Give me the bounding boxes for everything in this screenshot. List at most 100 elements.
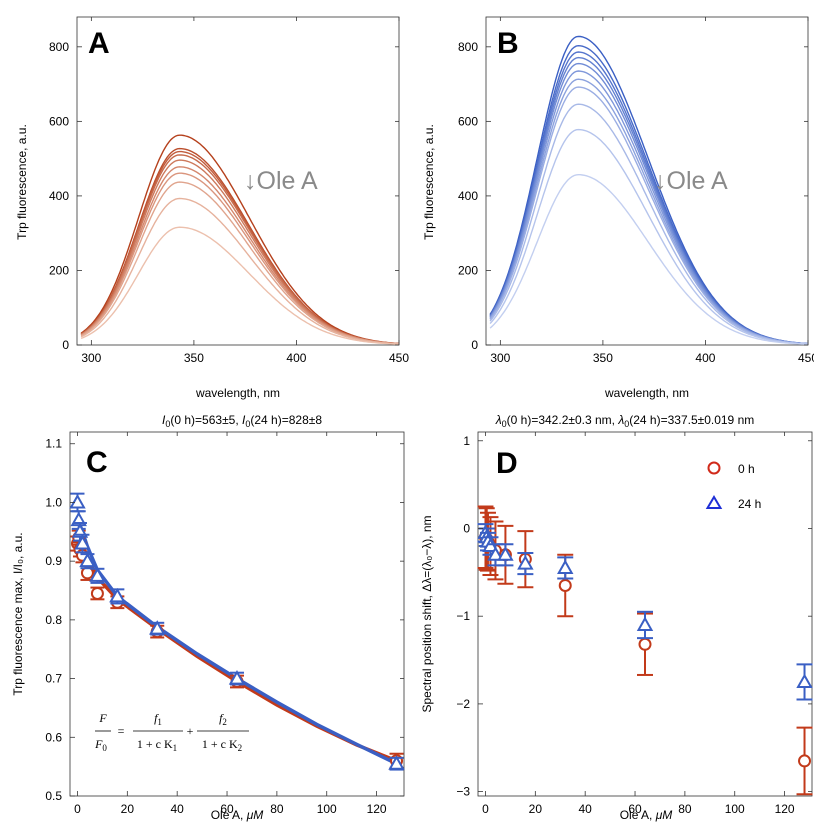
panel-d-subtitle-sub1: 0 bbox=[502, 419, 507, 429]
formula-t2-num-main: f bbox=[219, 711, 224, 725]
y-tick-label: 600 bbox=[49, 114, 69, 128]
x-tick-label: 0 bbox=[74, 802, 81, 816]
formula-t1-num-sub: 1 bbox=[157, 717, 162, 727]
x-tick-label: 20 bbox=[529, 802, 543, 816]
panel-c-xlabel-unit: μM bbox=[246, 808, 264, 822]
formula-t2-num-sub: 2 bbox=[222, 717, 227, 727]
fit-curve bbox=[75, 516, 398, 766]
formula-t1-den-sub: 1 bbox=[173, 743, 178, 753]
panel-c-letter: C bbox=[86, 446, 108, 479]
y-tick-label: 1.1 bbox=[45, 437, 62, 451]
formula-t1-num: f1 bbox=[154, 711, 162, 727]
y-tick-label: 0 bbox=[62, 338, 69, 352]
x-tick-label: 400 bbox=[286, 351, 306, 365]
x-tick-label: 40 bbox=[170, 802, 184, 816]
legend-circle-marker bbox=[707, 461, 721, 475]
panel-d-points bbox=[477, 505, 813, 796]
point-24h bbox=[517, 555, 534, 570]
panel-b-ylabel: Trp fluorescence, a.u. bbox=[422, 124, 436, 240]
y-tick-label: 800 bbox=[458, 40, 478, 54]
point-0h bbox=[638, 637, 652, 651]
y-tick-label: 800 bbox=[49, 40, 69, 54]
x-tick-label: 120 bbox=[775, 802, 795, 816]
y-tick-label: −3 bbox=[456, 785, 470, 799]
y-tick-label: 0 bbox=[463, 521, 470, 535]
y-tick-label: 0.5 bbox=[45, 789, 62, 803]
panel-b-xlabel: wavelength, nm bbox=[604, 386, 689, 400]
spectrum-curve bbox=[489, 103, 809, 345]
panel-a-curves bbox=[80, 134, 400, 345]
point-0h bbox=[558, 578, 572, 592]
x-tick-label: 100 bbox=[725, 802, 745, 816]
x-tick-label: 80 bbox=[678, 802, 692, 816]
y-tick-label: −2 bbox=[456, 697, 470, 711]
x-tick-label: 400 bbox=[695, 351, 715, 365]
x-tick-label: 300 bbox=[81, 351, 101, 365]
y-tick-label: 400 bbox=[49, 189, 69, 203]
point-24h bbox=[497, 546, 514, 561]
panel-d-subtitle-sub2: 0 bbox=[624, 419, 629, 429]
x-tick-label: 20 bbox=[121, 802, 135, 816]
y-tick-label: 200 bbox=[49, 263, 69, 277]
point-24h bbox=[89, 567, 106, 582]
y-tick-label: 600 bbox=[458, 114, 478, 128]
formula-t1-num-main: f bbox=[154, 711, 159, 725]
panel-d-ylabel: Spectral position shift, Δλ=(λ₀−λ), nm bbox=[420, 515, 434, 712]
point-24h bbox=[79, 552, 96, 568]
panel-c-xlabel-main: Ole A, bbox=[211, 808, 247, 822]
panel-d-subtitle-t2: (24 h)=337.5±0.019 nm bbox=[629, 413, 754, 427]
x-tick-label: 60 bbox=[628, 802, 642, 816]
x-tick-label: 450 bbox=[389, 351, 409, 365]
x-tick-label: 450 bbox=[798, 351, 814, 365]
panel-c-subtitle-sub2: 0 bbox=[245, 419, 250, 429]
panel-d-subtitle-l2: λ bbox=[617, 413, 624, 427]
panel-d-letter: D bbox=[496, 447, 518, 480]
panel-d-legend: 0 h 24 h bbox=[705, 461, 761, 511]
point-24h bbox=[636, 616, 654, 631]
panel-c-subtitle-t2: (24 h)=828±8 bbox=[250, 413, 322, 427]
panel-d-subtitle-l1: λ bbox=[495, 413, 502, 427]
panel-d-subtitle-t1: (0 h)=342.2±0.3 nm, bbox=[507, 413, 619, 427]
point-24h bbox=[109, 587, 126, 603]
panel-d-xlabel-unit: μM bbox=[655, 808, 673, 822]
panel-c-xlabel: Ole A, μM bbox=[211, 808, 264, 822]
panel-b: 300 350 400 450 0 200 400 600 800 B ↓Ole A wavel… bbox=[422, 16, 814, 400]
formula-equals: = bbox=[118, 724, 125, 738]
point-24h bbox=[149, 620, 166, 635]
panel-c-formula: F F0 = f1 1 + c K1 + f2 1 + c K2 bbox=[94, 711, 249, 753]
panel-b-curves bbox=[489, 35, 809, 345]
panel-d-xlabel: Ole A, μM bbox=[620, 808, 673, 822]
panel-c-fits bbox=[75, 516, 398, 766]
panel-c-subtitle-i2: I bbox=[242, 413, 246, 427]
spectrum-curve bbox=[489, 128, 809, 345]
x-tick-label: 300 bbox=[490, 351, 510, 365]
panel-b-frame bbox=[485, 16, 809, 346]
panel-a-axes: 300 350 400 450 0 200 400 600 800 bbox=[49, 17, 409, 365]
y-tick-label: 0 bbox=[471, 338, 478, 352]
panel-c-points bbox=[69, 492, 405, 771]
spectrum-curve bbox=[80, 181, 400, 345]
spectrum-curve bbox=[489, 70, 809, 345]
formula-lhs-den-sub: 0 bbox=[102, 743, 107, 753]
legend-triangle-marker bbox=[705, 495, 723, 509]
x-tick-label: 350 bbox=[593, 351, 613, 365]
point-24h bbox=[796, 673, 813, 688]
x-tick-label: 120 bbox=[367, 802, 387, 816]
spectrum-curve bbox=[80, 226, 400, 345]
panel-b-letter: B bbox=[497, 27, 519, 60]
panel-b-axes: 300 350 400 450 0 200 400 600 800 bbox=[458, 17, 814, 365]
panel-c-subtitle: I0(0 h)=563±5, I0(24 h)=828±8 bbox=[162, 413, 322, 429]
panel-a-annotation: ↓Ole A bbox=[244, 167, 318, 195]
fit-curve bbox=[75, 534, 398, 763]
y-tick-label: 1 bbox=[463, 434, 470, 448]
y-tick-label: 1.0 bbox=[45, 495, 62, 509]
y-tick-label: −1 bbox=[456, 609, 470, 623]
point-24h bbox=[487, 546, 504, 561]
spectrum-curve bbox=[80, 197, 400, 345]
formula-t2-den-sub: 2 bbox=[238, 743, 243, 753]
y-tick-label: 200 bbox=[458, 263, 478, 277]
spectrum-curve bbox=[489, 174, 809, 345]
panel-d: λ0(0 h)=342.2±0.3 nm, λ0(24 h)=337.5±0.0… bbox=[420, 413, 813, 822]
